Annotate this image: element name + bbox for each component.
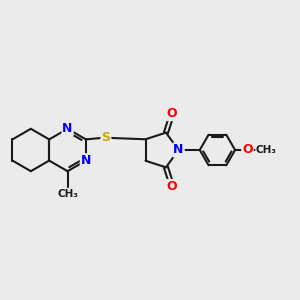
Text: O: O <box>242 143 253 157</box>
Text: N: N <box>81 154 91 167</box>
Text: CH₃: CH₃ <box>57 189 78 199</box>
Text: O: O <box>167 107 177 120</box>
Text: O: O <box>167 180 177 193</box>
Text: N: N <box>62 122 73 135</box>
Text: S: S <box>101 131 110 144</box>
Text: CH₃: CH₃ <box>256 145 277 155</box>
Text: N: N <box>173 143 184 157</box>
